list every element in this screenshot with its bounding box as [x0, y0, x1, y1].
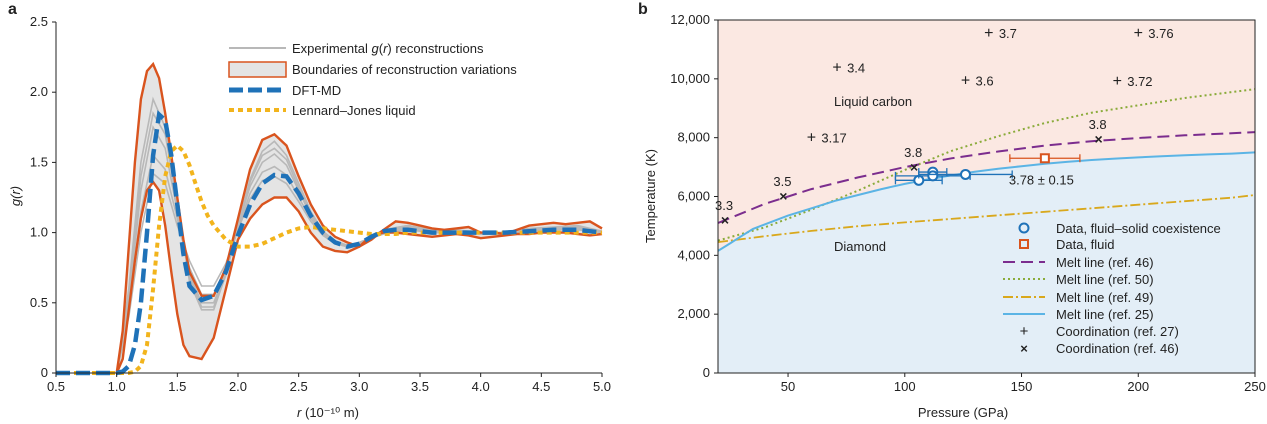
y-tick-label: 4,000	[677, 247, 710, 262]
panel-a-label: a	[8, 1, 17, 18]
y-tick-label: 6,000	[677, 189, 710, 204]
coord-ref27-marker-1: +	[832, 60, 841, 77]
dft-md-line	[56, 110, 603, 376]
coord-ref27-label-1: 3.4	[847, 61, 865, 76]
coord-ref27-marker-5: +	[1113, 73, 1122, 90]
coord-ref27-marker-6: +	[807, 130, 816, 147]
diamond-region	[718, 152, 1255, 373]
x-tick-label: 3.5	[411, 379, 429, 394]
lennard-jones-line	[56, 142, 602, 375]
coord-ref27-marker-3: +	[1134, 25, 1143, 42]
legend-c46-marker: ×	[1020, 341, 1028, 356]
melt-line-ref49	[717, 194, 1256, 243]
legend-ref49-label: Melt line (ref. 49)	[1056, 290, 1154, 305]
legend-dft-label: DFT-MD	[292, 83, 341, 98]
panel-a-x-axis-label: r (10⁻¹⁰ m)	[297, 405, 359, 420]
y-tick-label: 2.5	[30, 14, 48, 29]
coord-ref27-label-5: 3.72	[1127, 74, 1152, 89]
region-label-diamond: Diamond	[834, 239, 886, 254]
coord-ref46-marker-1: ×	[721, 212, 729, 228]
y-tick-label: 2.0	[30, 84, 48, 99]
fluid-marker	[1039, 153, 1050, 164]
coord-ref27-label-4: 3.6	[975, 73, 993, 88]
lower-bound-line	[115, 180, 603, 374]
panel-a-y-axis-label: g(r)	[8, 186, 23, 206]
melt-line-ref46	[717, 131, 1256, 224]
x-tick-label: 100	[894, 379, 916, 394]
panel-b-y-ticks: 0 2,000 4,000 6,000 8,000 10,000 12,000	[670, 12, 718, 380]
x-tick-label: 250	[1244, 379, 1266, 394]
x-tick-label: 2.0	[229, 379, 247, 394]
legend-bounds-swatch	[228, 61, 287, 78]
x-label-unit: (10⁻¹⁰ m)	[301, 405, 359, 420]
panel-b-x-ticks: 50 100 150 200 250	[781, 373, 1266, 394]
x-tick-label: 200	[1127, 379, 1149, 394]
legend-c46-label: Coordination (ref. 46)	[1056, 341, 1179, 356]
x-label-var: r	[297, 405, 302, 420]
legend-lj-label: Lennard–Jones liquid	[292, 103, 416, 118]
x-tick-label: 4.5	[532, 379, 550, 394]
coex-marker-3	[927, 170, 939, 182]
y-tick-label: 10,000	[670, 71, 710, 86]
legend-coex-marker	[1018, 222, 1030, 234]
panel-a-axes	[55, 22, 602, 374]
lennard-jones-line-group	[56, 142, 602, 375]
coord-ref46-marker-4: ×	[1094, 131, 1102, 147]
x-tick-label: 5.0	[593, 379, 611, 394]
coord-ref46-marker-3: ×	[910, 159, 918, 175]
y-tick-label: 8,000	[677, 130, 710, 145]
y-tick-label: 12,000	[670, 12, 710, 27]
panel-b-label: b	[638, 1, 648, 18]
coord-ref46-label-2: 3.5	[773, 174, 791, 189]
x-tick-label: 1.0	[108, 379, 126, 394]
fluid-point-label: 3.78 ± 0.15	[1009, 172, 1074, 187]
coord-ref46-label-1: 3.3	[715, 198, 733, 213]
legend-bounds-label: Boundaries of reconstruction variations	[292, 62, 517, 77]
x-tick-label: 50	[781, 379, 795, 394]
legend-ref25-label: Melt line (ref. 25)	[1056, 307, 1154, 322]
legend-c27-label: Coordination (ref. 27)	[1056, 324, 1179, 339]
recon-line-4	[115, 172, 603, 374]
x-tick-label: 2.5	[290, 379, 308, 394]
coord-ref27-marker-4: +	[961, 72, 970, 89]
x-tick-label: 3.0	[350, 379, 368, 394]
y-tick-label: 1.0	[30, 225, 48, 240]
coord-ref46-label-3: 3.8	[904, 145, 922, 160]
phase-regions	[718, 20, 1255, 373]
legend-c27-marker: +	[1020, 323, 1029, 340]
coord-ref27-label-3: 3.76	[1148, 26, 1173, 41]
panel-b-legend: Data, fluid–solid coexistence Data, flui…	[1003, 221, 1221, 356]
dft-md-line-group	[56, 110, 603, 376]
coord-ref27-label-2: 3.7	[999, 26, 1017, 41]
coord-ref27-label-6: 3.17	[821, 131, 846, 146]
y-tick-label: 2,000	[677, 306, 710, 321]
legend-fluid-label: Data, fluid	[1056, 237, 1115, 252]
panel-a-legend: Experimental g(r) reconstructions Bounda…	[228, 41, 517, 118]
x-tick-label: 150	[1011, 379, 1033, 394]
panel-b-y-axis-label: Temperature (K)	[643, 149, 658, 243]
panel-b-x-axis-label: Pressure (GPa)	[918, 405, 1008, 420]
y-tick-label: 0	[703, 365, 710, 380]
legend-fluid-marker	[1019, 239, 1029, 249]
legend-recon-label: Experimental g(r) reconstructions	[292, 41, 484, 56]
x-tick-label: 1.5	[168, 379, 186, 394]
coord-ref27-marker-2: +	[984, 25, 993, 42]
panel-a-x-ticks: 0.5 1.0 1.5 2.0 2.5 3.0 3.5 4.0 4.5 5.0	[47, 373, 611, 394]
y-tick-label: 0.5	[30, 295, 48, 310]
coord-ref46-marker-2: ×	[779, 188, 787, 204]
y-tick-label: 1.5	[30, 154, 48, 169]
y-tick-label: 0	[41, 365, 48, 380]
coord-ref46-label-4: 3.8	[1089, 117, 1107, 132]
coex-marker-4	[959, 168, 971, 180]
region-label-liquid: Liquid carbon	[834, 94, 912, 109]
legend-ref46-label: Melt line (ref. 46)	[1056, 255, 1154, 270]
data-points: 3.78 ± 0.15+ 3.4+ 3.7 +3.76+ 3.6 +3.72+ 3.17×3…	[715, 25, 1174, 228]
legend-ref50-label: Melt line (ref. 50)	[1056, 272, 1154, 287]
x-tick-label: 4.0	[472, 379, 490, 394]
panel-a-y-ticks: 0 0.5 1.0 1.5 2.0 2.5	[30, 14, 56, 380]
melt-line-ref50	[717, 88, 1256, 242]
x-tick-label: 0.5	[47, 379, 65, 394]
legend-coex-label: Data, fluid–solid coexistence	[1056, 221, 1221, 236]
